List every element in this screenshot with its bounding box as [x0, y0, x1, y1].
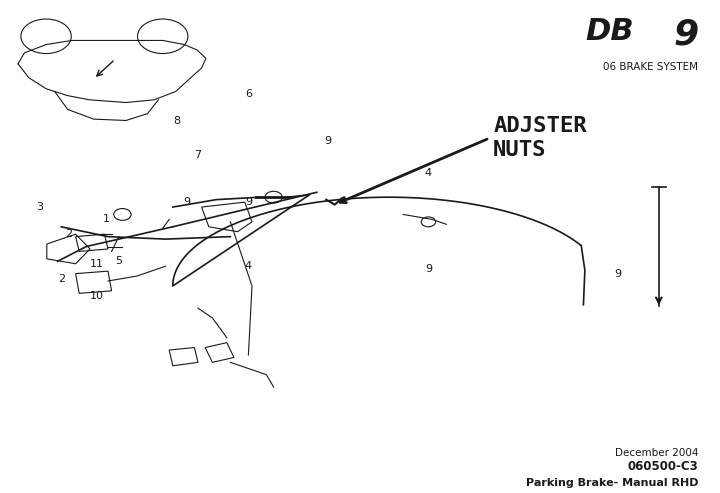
Text: DB: DB — [585, 17, 634, 46]
Text: 7: 7 — [194, 150, 202, 160]
Text: December 2004: December 2004 — [615, 449, 698, 458]
Text: 6: 6 — [245, 89, 252, 99]
Text: 9: 9 — [324, 136, 331, 145]
Text: 10: 10 — [90, 291, 104, 301]
Text: Parking Brake- Manual RHD: Parking Brake- Manual RHD — [526, 478, 698, 488]
Text: 11: 11 — [90, 259, 104, 269]
Text: 9: 9 — [614, 269, 621, 279]
Text: 5: 5 — [115, 256, 122, 266]
Text: 3: 3 — [36, 202, 43, 212]
Text: 2: 2 — [65, 229, 72, 239]
Text: 9: 9 — [245, 197, 252, 207]
Text: 9: 9 — [184, 197, 191, 207]
Text: 4: 4 — [425, 168, 432, 177]
Text: 1: 1 — [103, 214, 110, 224]
Text: 4: 4 — [245, 261, 252, 271]
Text: 2: 2 — [58, 274, 65, 283]
Text: 9: 9 — [673, 17, 698, 51]
Text: ADJSTER
NUTS: ADJSTER NUTS — [493, 116, 587, 160]
Text: 8: 8 — [173, 116, 180, 126]
Text: 9: 9 — [425, 264, 432, 274]
Text: 06 BRAKE SYSTEM: 06 BRAKE SYSTEM — [603, 62, 698, 71]
Text: 060500-C3: 060500-C3 — [628, 460, 698, 473]
